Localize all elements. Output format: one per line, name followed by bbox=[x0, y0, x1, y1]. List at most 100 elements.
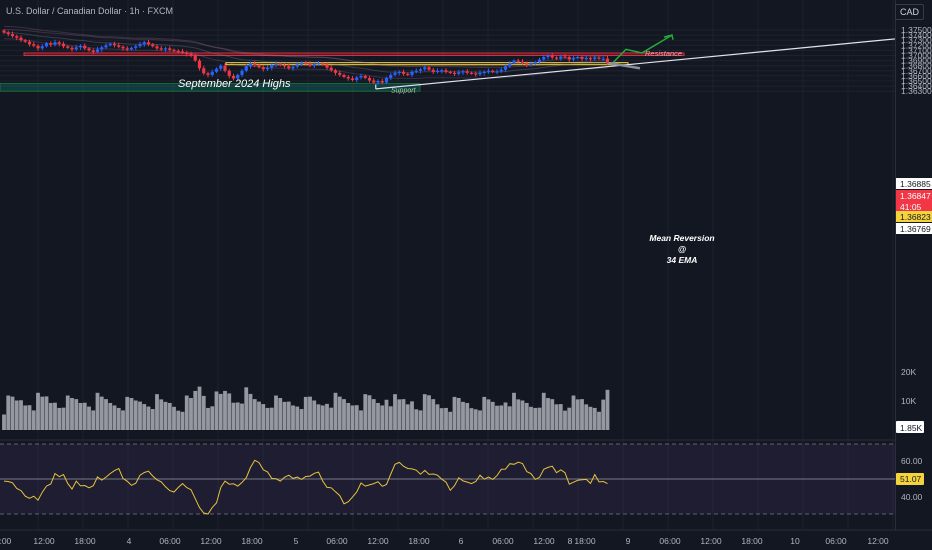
volume-bar bbox=[108, 402, 113, 430]
mean-reversion-arrow bbox=[611, 62, 641, 70]
price-badge-label: 1.36885 bbox=[900, 179, 931, 189]
volume-bar bbox=[363, 394, 368, 430]
volume-bar bbox=[155, 394, 159, 430]
candle-body bbox=[240, 70, 244, 75]
candle-body bbox=[66, 46, 70, 48]
candle-body bbox=[287, 66, 291, 69]
volume-bar bbox=[516, 399, 521, 430]
time-tick: 06:00 bbox=[326, 536, 348, 546]
volume-bar bbox=[452, 396, 457, 430]
candle-body bbox=[61, 43, 66, 47]
candle-body bbox=[469, 72, 474, 75]
candle-body bbox=[431, 69, 435, 72]
volume-bar bbox=[524, 402, 529, 430]
volume-bar bbox=[70, 398, 74, 430]
candle-body bbox=[355, 77, 359, 80]
candle-body bbox=[261, 67, 265, 70]
price-badge bbox=[896, 201, 932, 212]
price-tick: 1.36300 bbox=[901, 86, 932, 96]
currency-selector[interactable]: CAD bbox=[894, 4, 924, 20]
candle-body bbox=[516, 60, 520, 62]
price-axis[interactable]: 1.375001.374001.373001.372001.371001.370… bbox=[901, 25, 932, 96]
volume-bar bbox=[520, 400, 525, 430]
volume-bar bbox=[282, 401, 287, 430]
candle-body bbox=[533, 62, 537, 64]
candle-body bbox=[270, 65, 274, 68]
candle-body bbox=[159, 48, 163, 50]
volume-bar bbox=[91, 410, 96, 430]
candle-body bbox=[231, 75, 236, 79]
rsi-line bbox=[3, 459, 608, 515]
rsi-panel: 60.00 40.00 51.07 bbox=[0, 439, 924, 515]
time-tick: 06:00 bbox=[159, 536, 181, 546]
volume-bar bbox=[503, 402, 508, 430]
volume-bar bbox=[303, 396, 308, 430]
volume-bar bbox=[121, 410, 125, 430]
candle-body bbox=[495, 71, 499, 73]
candle-body bbox=[423, 67, 427, 70]
volume-bar bbox=[537, 407, 542, 430]
time-tick: 5 bbox=[294, 536, 299, 546]
mean-reversion-label: @ bbox=[678, 244, 686, 254]
volume-bar bbox=[414, 409, 419, 430]
candle-body bbox=[138, 44, 142, 47]
volume-bar bbox=[82, 402, 87, 430]
candle-body bbox=[257, 65, 261, 68]
volume-bar bbox=[342, 399, 346, 430]
volume-bar bbox=[99, 396, 104, 430]
candle-body bbox=[295, 64, 299, 67]
zones bbox=[0, 52, 685, 92]
candle-body bbox=[406, 73, 410, 76]
time-tick: 18:00 bbox=[408, 536, 430, 546]
volume-bar bbox=[346, 402, 351, 430]
candle-body bbox=[95, 49, 100, 52]
volume-bar bbox=[299, 409, 304, 430]
volume-bar bbox=[410, 401, 414, 430]
volume-bar bbox=[427, 395, 431, 430]
candle-body bbox=[474, 73, 478, 75]
candle-body bbox=[380, 81, 384, 83]
candle-body bbox=[542, 57, 546, 60]
time-tick: 12:00 bbox=[33, 536, 55, 546]
candle-body bbox=[605, 58, 610, 64]
candle-body bbox=[180, 51, 185, 53]
time-tick: 6 bbox=[459, 536, 464, 546]
candle-body bbox=[346, 76, 350, 79]
candle-body bbox=[414, 70, 418, 72]
candle-body bbox=[571, 58, 576, 60]
volume-bar bbox=[95, 392, 100, 430]
volume-bar bbox=[439, 408, 444, 430]
candle-body bbox=[363, 75, 367, 78]
candle-body bbox=[206, 73, 210, 75]
candle-body bbox=[537, 59, 542, 63]
volume-bar bbox=[337, 396, 342, 430]
price-badge bbox=[896, 211, 932, 222]
candle-body bbox=[546, 55, 550, 58]
ascending-trendline bbox=[375, 38, 896, 90]
time-tick: 06:00 bbox=[659, 536, 681, 546]
candle-body bbox=[478, 72, 482, 75]
time-axis[interactable]: 6:00 12:00 18:00 4 06:00 12:00 18:00 5 06:00 12:0… bbox=[0, 529, 932, 546]
candle-body bbox=[418, 69, 423, 71]
volume-bar bbox=[563, 410, 567, 430]
volume-bar bbox=[176, 410, 181, 430]
candle-body bbox=[584, 58, 588, 60]
candle-body bbox=[508, 63, 512, 67]
candle-body bbox=[593, 57, 597, 60]
candle-body bbox=[384, 77, 389, 83]
time-tick: 4 bbox=[127, 536, 132, 546]
volume-bar bbox=[218, 393, 223, 430]
volume-bar bbox=[295, 406, 300, 430]
volume-bar bbox=[482, 396, 487, 430]
volume-bar bbox=[193, 390, 198, 430]
candle-body bbox=[49, 43, 53, 45]
volume-bar bbox=[312, 400, 317, 430]
volume-bar bbox=[10, 396, 15, 430]
volume-bar bbox=[422, 394, 427, 430]
volume-bar bbox=[223, 390, 227, 430]
candle-body bbox=[117, 45, 121, 47]
volume-bar bbox=[189, 398, 193, 430]
volume-bar bbox=[146, 406, 151, 430]
